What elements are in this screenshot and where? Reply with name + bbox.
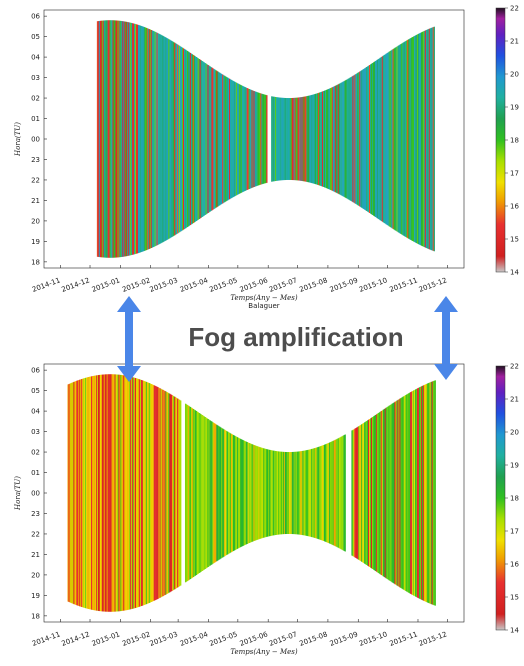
- x-tick-label: 2015-07: [268, 276, 298, 294]
- y-tick-label: 04: [31, 408, 40, 416]
- x-tick-label: 2015-04: [179, 630, 210, 648]
- y-tick-label: 20: [31, 217, 40, 225]
- x-tick-label: 2014-11: [31, 630, 61, 648]
- x-tick-label: 2015-08: [298, 630, 328, 648]
- day-column: [435, 380, 436, 605]
- day-column: [434, 27, 435, 252]
- colorbar-tick-label: 17: [510, 528, 519, 536]
- y-tick-label: 05: [31, 33, 40, 41]
- colorbar-tick-label: 22: [510, 363, 519, 371]
- x-tick-label: 2015-10: [358, 276, 388, 294]
- x-tick-label: 2015-02: [121, 630, 151, 648]
- y-tick-label: 02: [31, 95, 40, 103]
- x-tick-label: 2015-07: [268, 630, 298, 648]
- y-tick-label: 20: [31, 571, 40, 579]
- colorbar-tick-label: 14: [510, 269, 519, 277]
- y-tick-label: 00: [31, 136, 40, 144]
- x-tick-label: 2015-06: [239, 630, 270, 648]
- colorbar-tick-label: 15: [510, 594, 519, 602]
- x-tick-label: 2015-08: [298, 276, 328, 294]
- y-tick-label: 05: [31, 387, 40, 395]
- y-tick-label: 23: [31, 156, 40, 164]
- colorbar-tick-label: 19: [510, 104, 519, 112]
- x-tick-label: 2015-03: [149, 630, 179, 648]
- day-column: [180, 400, 181, 585]
- y-tick-label: 18: [31, 258, 40, 266]
- colorbar-tick-label: 20: [510, 429, 519, 437]
- x-tick-label: 2015-06: [239, 276, 270, 294]
- colorbar-tick-label: 22: [510, 5, 519, 13]
- y-tick-label: 01: [31, 115, 40, 123]
- y-tick-label: 19: [31, 592, 40, 600]
- colorbar-tick-label: 16: [510, 561, 519, 569]
- x-tick-label: 2015-09: [329, 276, 359, 294]
- colorbar-tick-label: 16: [510, 203, 519, 211]
- x-axis-label: Temps(Any − Mes): [230, 294, 297, 302]
- x-tick-label: 2015-12: [418, 276, 448, 294]
- chart-bottom: 06 05 04 03 02 01 00 23 22 21 20 19 18 2014-112014-12…: [14, 363, 519, 657]
- y-tick-label: 06: [31, 13, 40, 21]
- colorbar-tick-label: 18: [510, 137, 519, 145]
- colorbar: [496, 366, 505, 630]
- double-arrow-left: [117, 296, 141, 382]
- x-tick-label: 2015-03: [149, 276, 179, 294]
- y-tick-label: 04: [31, 54, 40, 62]
- x-tick-label: 2014-12: [60, 276, 90, 294]
- y-tick-label: 21: [31, 197, 40, 205]
- y-tick-label: 22: [31, 176, 40, 184]
- x-axis-label: Temps(Any − Mes): [230, 648, 297, 656]
- colorbar-tick-label: 18: [510, 495, 519, 503]
- x-tick-label: 2014-12: [60, 630, 90, 648]
- x-tick-label: 2015-02: [121, 276, 151, 294]
- fog-amplification-label: Fog amplification: [188, 322, 403, 352]
- day-column: [266, 95, 267, 183]
- y-tick-label: 00: [31, 490, 40, 498]
- y-tick-label: 06: [31, 367, 40, 375]
- colorbar-tick-label: 21: [510, 38, 519, 46]
- colorbar-tick-label: 14: [510, 627, 519, 635]
- y-axis-label: Hora(TU): [14, 476, 22, 511]
- x-tick-label: 2015-10: [358, 630, 388, 648]
- x-tick-label: 2015-09: [329, 630, 359, 648]
- x-tick-label: 2015-01: [91, 276, 121, 294]
- y-tick-label: 21: [31, 551, 40, 559]
- x-tick-label: 2015-04: [179, 276, 210, 294]
- colorbar-tick-label: 15: [510, 236, 519, 244]
- x-tick-label: 2015-05: [208, 276, 238, 294]
- colorbar-tick-label: 19: [510, 462, 519, 470]
- day-column: [345, 435, 346, 552]
- x-tick-label: 2014-11: [31, 276, 61, 294]
- y-tick-label: 18: [31, 612, 40, 620]
- y-axis-label: Hora(TU): [14, 122, 22, 157]
- chart-top: 06 05 04 03 02 01 00 23 22 21 20 19 18 2014-112014-12…: [14, 5, 519, 311]
- segment-0: [68, 374, 182, 612]
- x-tick-label: 2015-11: [388, 276, 418, 294]
- y-tick-label: 03: [31, 74, 40, 82]
- colorbar-tick-label: 17: [510, 170, 519, 178]
- colorbar: [496, 8, 505, 272]
- y-tick-label: 01: [31, 469, 40, 477]
- x-tick-label: 2015-12: [418, 630, 448, 648]
- station-label: Balaguer: [248, 302, 280, 310]
- y-tick-label: 23: [31, 510, 40, 518]
- y-tick-label: 02: [31, 449, 40, 457]
- y-tick-label: 03: [31, 428, 40, 436]
- x-tick-label: 2015-01: [91, 630, 121, 648]
- x-tick-label: 2015-11: [388, 630, 418, 648]
- colorbar-tick-label: 20: [510, 71, 519, 79]
- double-arrow-right: [434, 296, 458, 380]
- colorbar-tick-label: 21: [510, 396, 519, 404]
- x-tick-label: 2015-05: [208, 630, 238, 648]
- y-tick-label: 22: [31, 530, 40, 538]
- y-tick-label: 19: [31, 238, 40, 246]
